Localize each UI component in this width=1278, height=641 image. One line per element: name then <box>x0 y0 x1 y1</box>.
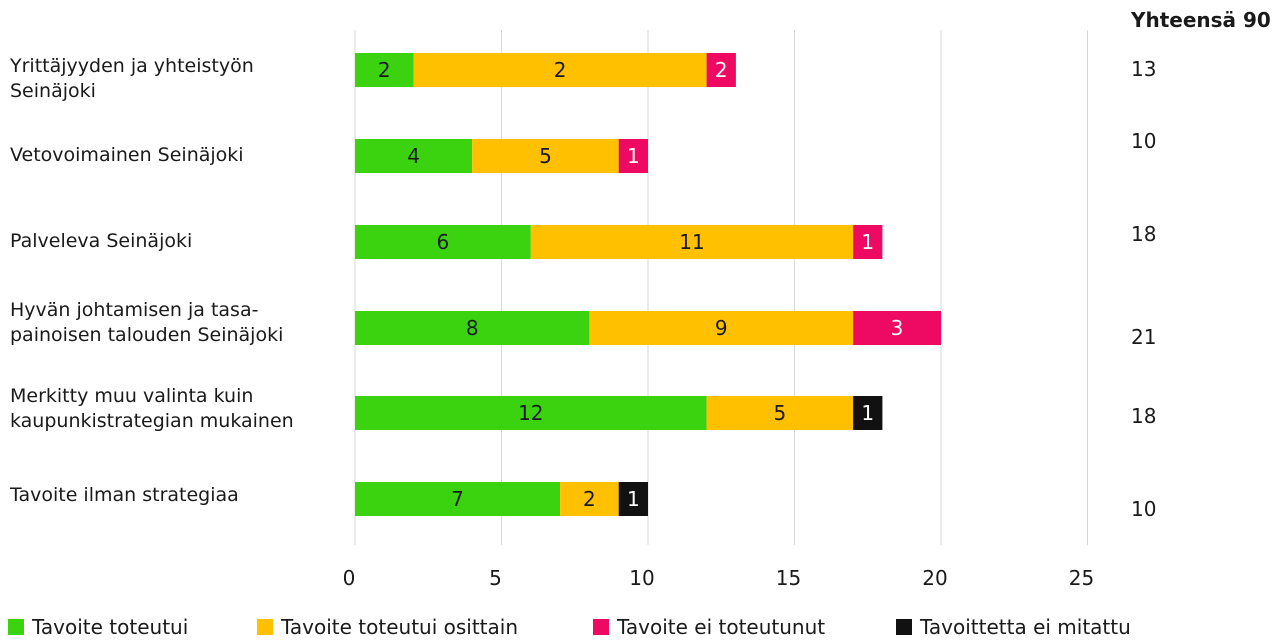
data-label: 3 <box>891 316 904 340</box>
x-tick-label: 25 <box>1069 566 1094 590</box>
category-label: Palveleva Seinäjoki <box>10 229 192 254</box>
data-label: 9 <box>715 316 728 340</box>
data-label: 1 <box>627 144 640 168</box>
row-total: 18 <box>1131 222 1156 246</box>
data-label: 12 <box>518 401 543 425</box>
data-label: 2 <box>715 58 728 82</box>
data-label: 1 <box>627 487 640 511</box>
data-label: 11 <box>679 230 704 254</box>
x-tick-label: 15 <box>776 566 801 590</box>
legend-swatch <box>593 619 609 635</box>
legend-swatch <box>896 619 912 635</box>
legend-label: Tavoite ei toteutunut <box>617 615 825 639</box>
legend: Tavoite toteutui Tavoite toteutui osittai… <box>8 615 1196 639</box>
data-label: 7 <box>451 487 464 511</box>
row-total: 10 <box>1131 497 1156 521</box>
legend-item: Tavoite toteutui <box>8 615 257 639</box>
category-label: Tavoite ilman strategiaa <box>10 483 239 508</box>
data-label: 6 <box>437 230 450 254</box>
data-label: 1 <box>861 230 874 254</box>
x-tick-label: 5 <box>489 566 502 590</box>
category-label: Merkitty muu valinta kuin kaupunkistrate… <box>10 384 294 434</box>
x-tick-label: 0 <box>343 566 356 590</box>
data-label: 1 <box>861 401 874 425</box>
totals-header: Yhteensä 90 <box>1131 8 1271 32</box>
legend-label: Tavoite toteutui osittain <box>281 615 518 639</box>
data-label: 8 <box>466 316 479 340</box>
legend-item: Tavoittetta ei mitattu <box>896 615 1196 639</box>
data-label: 5 <box>773 401 786 425</box>
data-label: 2 <box>554 58 567 82</box>
data-label: 2 <box>378 58 391 82</box>
data-label: 2 <box>583 487 596 511</box>
legend-item: Tavoite toteutui osittain <box>257 615 593 639</box>
legend-item: Tavoite ei toteutunut <box>593 615 896 639</box>
data-label: 4 <box>407 144 420 168</box>
legend-label: Tavoite toteutui <box>32 615 188 639</box>
category-label: Hyvän johtamisen ja tasa- painoisen talo… <box>10 298 283 348</box>
x-tick-label: 20 <box>922 566 947 590</box>
data-label: 5 <box>539 144 552 168</box>
legend-swatch <box>257 619 273 635</box>
legend-swatch <box>8 619 24 635</box>
category-label: Vetovoimainen Seinäjoki <box>10 143 244 168</box>
category-label: Yrittäjyyden ja yhteistyön Seinäjoki <box>10 54 254 104</box>
row-total: 21 <box>1131 325 1156 349</box>
legend-label: Tavoittetta ei mitattu <box>920 615 1131 639</box>
row-total: 18 <box>1131 404 1156 428</box>
row-total: 10 <box>1131 129 1156 153</box>
x-tick-label: 10 <box>629 566 654 590</box>
row-total: 13 <box>1131 57 1156 81</box>
